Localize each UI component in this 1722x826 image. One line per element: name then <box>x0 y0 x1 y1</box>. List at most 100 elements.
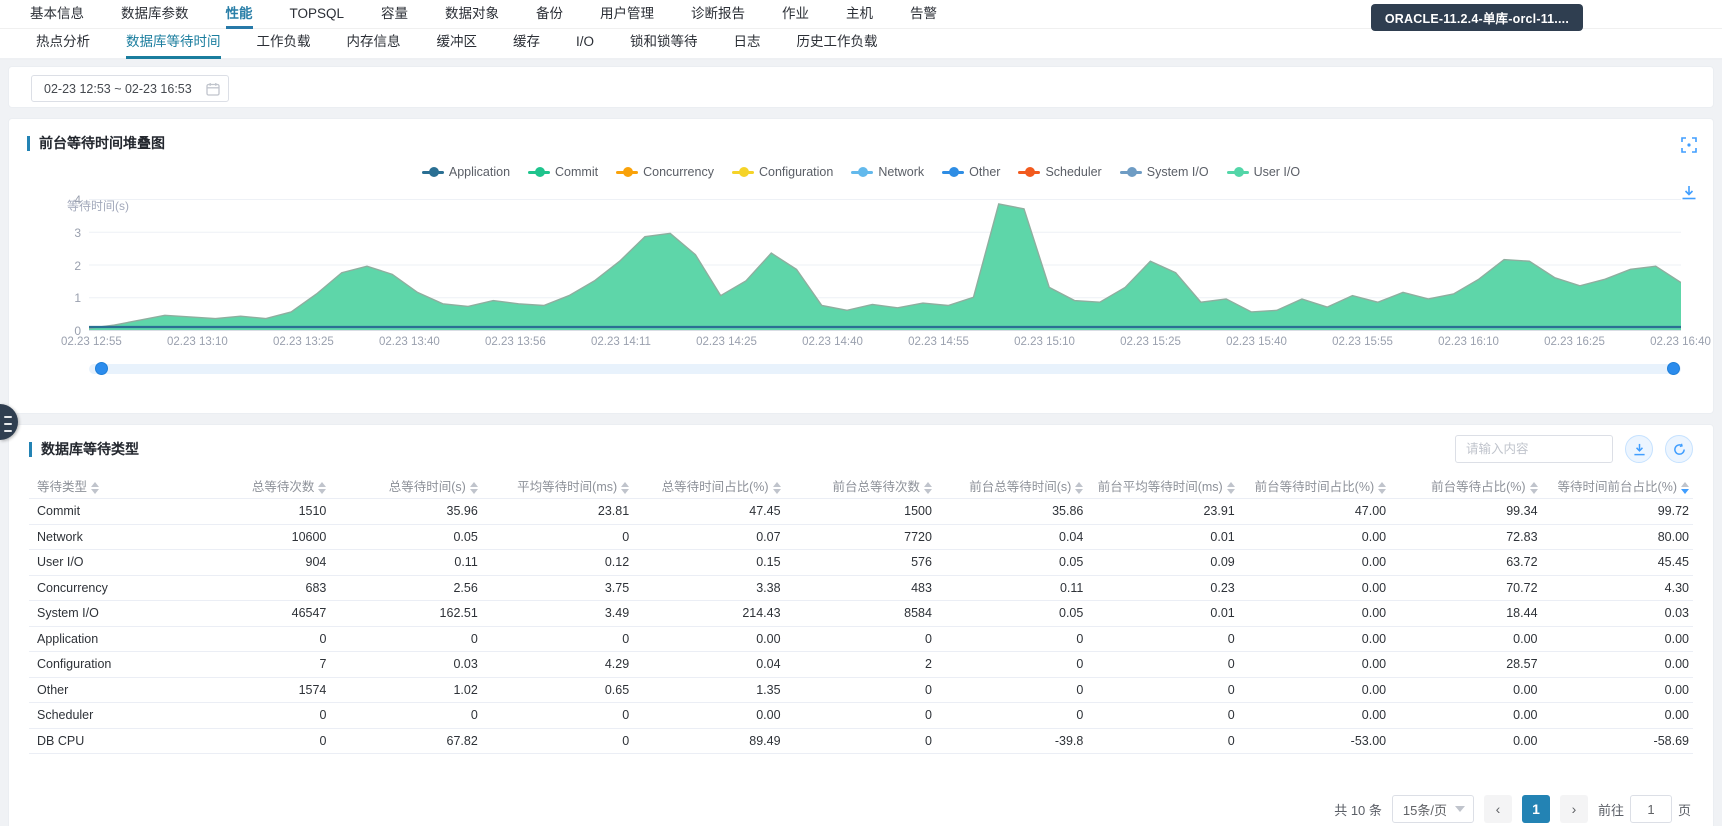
sort-carets-icon[interactable] <box>91 481 100 494</box>
y-tick-label: 4 <box>74 193 81 207</box>
legend-item-Configuration[interactable]: Configuration <box>731 165 833 179</box>
sub-nav-item-缓存[interactable]: 缓存 <box>513 34 540 49</box>
sort-carets-icon[interactable] <box>772 481 781 494</box>
sub-nav-item-内存信息[interactable]: 内存信息 <box>346 34 401 49</box>
table-row[interactable]: Configuration 7 0.03 4.29 0.04 2 0 0 0.00 28.57 0.… <box>29 651 1693 678</box>
slider-handle-left[interactable] <box>95 362 108 375</box>
wait-type-cell: User I/O <box>29 549 179 576</box>
value-cell: 0 <box>1087 626 1239 652</box>
column-header-前台等待占比(%)[interactable]: 前台等待占比(%) <box>1390 473 1542 499</box>
legend-item-Scheduler[interactable]: Scheduler <box>1018 165 1102 179</box>
sub-nav-item-I/O[interactable]: I/O <box>576 34 595 49</box>
column-header-前台总等待次数[interactable]: 前台总等待次数 <box>784 473 936 499</box>
column-header-前台总等待时间(s)[interactable]: 前台总等待时间(s) <box>935 473 1088 499</box>
value-cell: 3.75 <box>481 575 634 601</box>
goto-page-input[interactable] <box>1629 795 1672 823</box>
date-range-picker[interactable]: 02-23 12:53 ~ 02-23 16:53 <box>31 75 229 102</box>
top-nav-item-用户管理[interactable]: 用户管理 <box>600 5 655 21</box>
legend-item-Application[interactable]: Application <box>421 165 511 179</box>
table-row[interactable]: Network 10600 0.05 0 0.07 7720 0.04 0.01 0.00 72.… <box>29 524 1693 550</box>
sub-nav-item-数据库等待时间[interactable]: 数据库等待时间 <box>126 28 221 59</box>
table-row[interactable]: Other 1574 1.02 0.65 1.35 0 0 0 0.00 0.00 0.00 <box>29 677 1693 703</box>
chart-range-slider[interactable] <box>89 362 1681 375</box>
legend-label: Application <box>448 165 511 179</box>
column-header-label: 前台等待时间占比(%) <box>1254 480 1375 494</box>
database-instance-badge[interactable]: ORACLE-11.2.4-单库-orcl-11.... <box>1370 4 1583 31</box>
table-row[interactable]: DB CPU 0 67.82 0 89.49 0 -39.8 0 -53.00 0.00 -58.6… <box>29 728 1693 754</box>
area-chart[interactable]: 4 3 2 1 0 <box>74 193 1681 338</box>
sub-nav-item-缓冲区[interactable]: 缓冲区 <box>436 34 478 49</box>
value-cell: 99.72 <box>1541 498 1693 525</box>
fullscreen-icon[interactable] <box>1681 137 1697 153</box>
sort-carets-icon[interactable] <box>469 481 478 494</box>
legend-item-System I/O[interactable]: System I/O <box>1119 165 1209 179</box>
search-input[interactable] <box>1455 435 1613 463</box>
value-cell: 0.00 <box>1541 626 1693 652</box>
sidebar-pull-tab[interactable] <box>0 404 18 440</box>
legend-label: Scheduler <box>1045 165 1102 179</box>
table-row[interactable]: Scheduler 0 0 0 0.00 0 0 0 0.00 0.00 0.00 <box>29 702 1693 729</box>
column-header-总等待次数[interactable]: 总等待次数 <box>179 473 331 499</box>
column-header-前台平均等待时间(ms)[interactable]: 前台平均等待时间(ms) <box>1087 473 1239 499</box>
sub-nav-item-锁和锁等待[interactable]: 锁和锁等待 <box>630 34 698 49</box>
top-nav-item-诊断报告[interactable]: 诊断报告 <box>691 5 746 21</box>
sort-carets-icon[interactable] <box>1529 481 1538 494</box>
legend-item-Network[interactable]: Network <box>851 165 924 179</box>
sort-carets-icon[interactable] <box>1378 481 1387 494</box>
top-nav-item-备份[interactable]: 备份 <box>536 5 564 21</box>
sub-nav-item-日志[interactable]: 日志 <box>733 34 761 49</box>
top-nav-item-基本信息[interactable]: 基本信息 <box>30 5 84 21</box>
prev-page-button[interactable]: ‹ <box>1483 795 1512 823</box>
table-refresh-button[interactable] <box>1665 435 1693 463</box>
column-header-平均等待时间(ms)[interactable]: 平均等待时间(ms) <box>481 473 634 499</box>
x-tick-label: 02.23 13:56 <box>485 336 546 348</box>
sort-carets-icon[interactable] <box>923 481 932 494</box>
value-cell: 7 <box>179 651 331 678</box>
table-row[interactable]: Application 0 0 0 0.00 0 0 0 0.00 0.00 0.00 <box>29 626 1693 652</box>
legend-item-Concurrency[interactable]: Concurrency <box>616 165 714 179</box>
column-header-前台等待时间占比(%)[interactable]: 前台等待时间占比(%) <box>1238 473 1391 499</box>
chart-card-title: 前台等待时间堆叠图 <box>39 135 165 151</box>
column-header-总等待时间(s)[interactable]: 总等待时间(s) <box>330 473 482 499</box>
top-nav-item-告警[interactable]: 告警 <box>910 5 938 21</box>
table-row[interactable]: Commit 1510 35.96 23.81 47.45 1500 35.86 23.91 4… <box>29 498 1693 525</box>
top-nav-item-容量[interactable]: 容量 <box>381 5 409 21</box>
sub-nav-item-热点分析[interactable]: 热点分析 <box>36 34 90 49</box>
value-cell: 72.83 <box>1390 524 1542 550</box>
column-header-label: 前台总等待次数 <box>832 480 920 494</box>
sort-carets-icon[interactable] <box>1681 481 1689 494</box>
sub-nav-item-历史工作负载[interactable]: 历史工作负载 <box>796 34 878 49</box>
legend-item-Commit[interactable]: Commit <box>528 165 598 179</box>
page-size-select[interactable]: 15条/页 <box>1391 795 1474 823</box>
value-cell: 0.00 <box>1238 549 1391 576</box>
sub-nav-item-工作负载[interactable]: 工作负载 <box>256 34 311 49</box>
wait-type-table: 等待类型 总等待次数 总等待时间(s) 平均等待时间(ms) 总等待时间占比(%) 前台总… <box>29 473 1693 754</box>
value-cell: 683 <box>179 575 331 601</box>
chart-download-icon[interactable] <box>1681 185 1697 201</box>
legend-item-User I/O[interactable]: User I/O <box>1226 165 1300 179</box>
chart-legend: Application Commit Concurrency Configuratio… <box>27 163 1695 181</box>
top-nav-item-作业[interactable]: 作业 <box>782 5 810 21</box>
table-row[interactable]: Concurrency 683 2.56 3.75 3.38 483 0.11 0.23 0.0… <box>29 575 1693 601</box>
column-header-总等待时间占比(%)[interactable]: 总等待时间占比(%) <box>633 473 785 499</box>
page-number-button[interactable]: 1 <box>1521 795 1550 823</box>
top-nav-item-TOPSQL[interactable]: TOPSQL <box>289 5 345 21</box>
sort-carets-icon[interactable] <box>318 481 327 494</box>
sort-carets-icon[interactable] <box>1075 481 1084 494</box>
column-header-等待类型[interactable]: 等待类型 <box>29 473 179 499</box>
value-cell: 4.30 <box>1541 575 1693 601</box>
top-nav-item-主机[interactable]: 主机 <box>846 5 874 21</box>
legend-label: Network <box>878 165 925 179</box>
table-row[interactable]: User I/O 904 0.11 0.12 0.15 576 0.05 0.09 0.00 63… <box>29 549 1693 576</box>
sort-carets-icon[interactable] <box>621 481 630 494</box>
top-nav-item-数据库参数[interactable]: 数据库参数 <box>121 5 189 21</box>
next-page-button[interactable]: › <box>1559 795 1588 823</box>
top-nav-item-性能[interactable]: 性能 <box>225 0 253 29</box>
table-download-button[interactable] <box>1625 435 1653 463</box>
column-header-等待时间前台占比(%)[interactable]: 等待时间前台占比(%) <box>1541 473 1693 499</box>
table-row[interactable]: System I/O 46547 162.51 3.49 214.43 8584 0.05 0… <box>29 600 1693 627</box>
top-nav-item-数据对象[interactable]: 数据对象 <box>445 5 500 21</box>
slider-handle-right[interactable] <box>1667 362 1680 375</box>
sort-carets-icon[interactable] <box>1226 481 1235 494</box>
legend-item-Other[interactable]: Other <box>942 165 1000 179</box>
